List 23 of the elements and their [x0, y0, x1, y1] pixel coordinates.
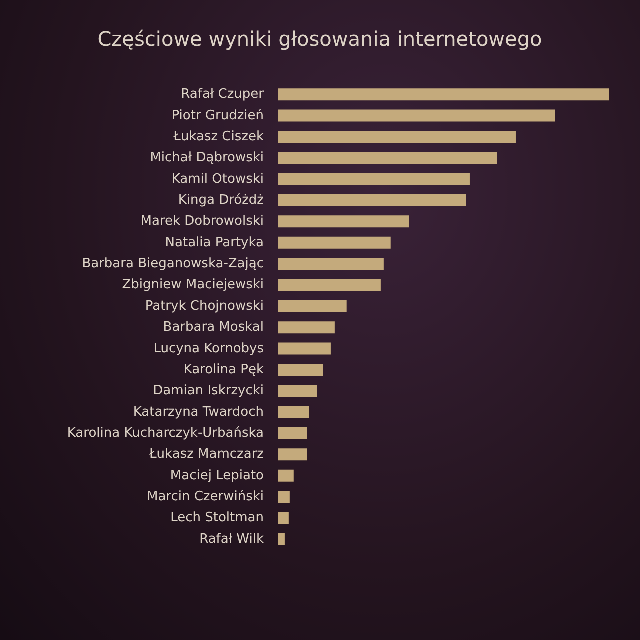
- y-tick-label: Łukasz Ciszek: [172, 129, 264, 144]
- y-tick-label: Damian Iskrzycki: [153, 384, 264, 399]
- y-tick-label: Rafał Wilk: [200, 532, 264, 547]
- y-tick-label: Lech Stoltman: [170, 510, 264, 526]
- y-tick-label: Karolina Pęk: [184, 362, 264, 378]
- y-tick-label: Barbara Bieganowska-Zając: [82, 256, 264, 272]
- y-tick-label: Patryk Chojnowski: [145, 298, 264, 314]
- y-tick-label: Karolina Kucharczyk-Urbańska: [67, 426, 264, 441]
- y-tick-label: Lucyna Kornobys: [154, 341, 264, 356]
- y-tick-label: Kinga Dróżdż: [178, 193, 264, 208]
- y-tick-label: Marcin Czerwiński: [146, 490, 264, 505]
- y-tick-label: Piotr Grudzień: [172, 108, 264, 124]
- chart-title: Częściowe wyniki głosowania internetowego: [98, 27, 542, 51]
- y-tick-label: Michał Dąbrowski: [150, 150, 264, 166]
- y-tick-label: Barbara Moskal: [163, 320, 264, 336]
- y-tick-label: Zbigniew Maciejewski: [122, 278, 264, 293]
- y-tick-label: Maciej Lepiato: [170, 468, 264, 484]
- y-tick-label: Kamil Otowski: [172, 172, 264, 187]
- y-tick-label: Natalia Partyka: [165, 235, 264, 250]
- y-tick-label: Katarzyna Twardoch: [133, 404, 264, 420]
- y-tick-label: Marek Dobrowolski: [140, 214, 264, 230]
- y-tick-label: Rafał Czuper: [181, 87, 265, 102]
- y-tick-label: Łukasz Mamczarz: [148, 447, 264, 462]
